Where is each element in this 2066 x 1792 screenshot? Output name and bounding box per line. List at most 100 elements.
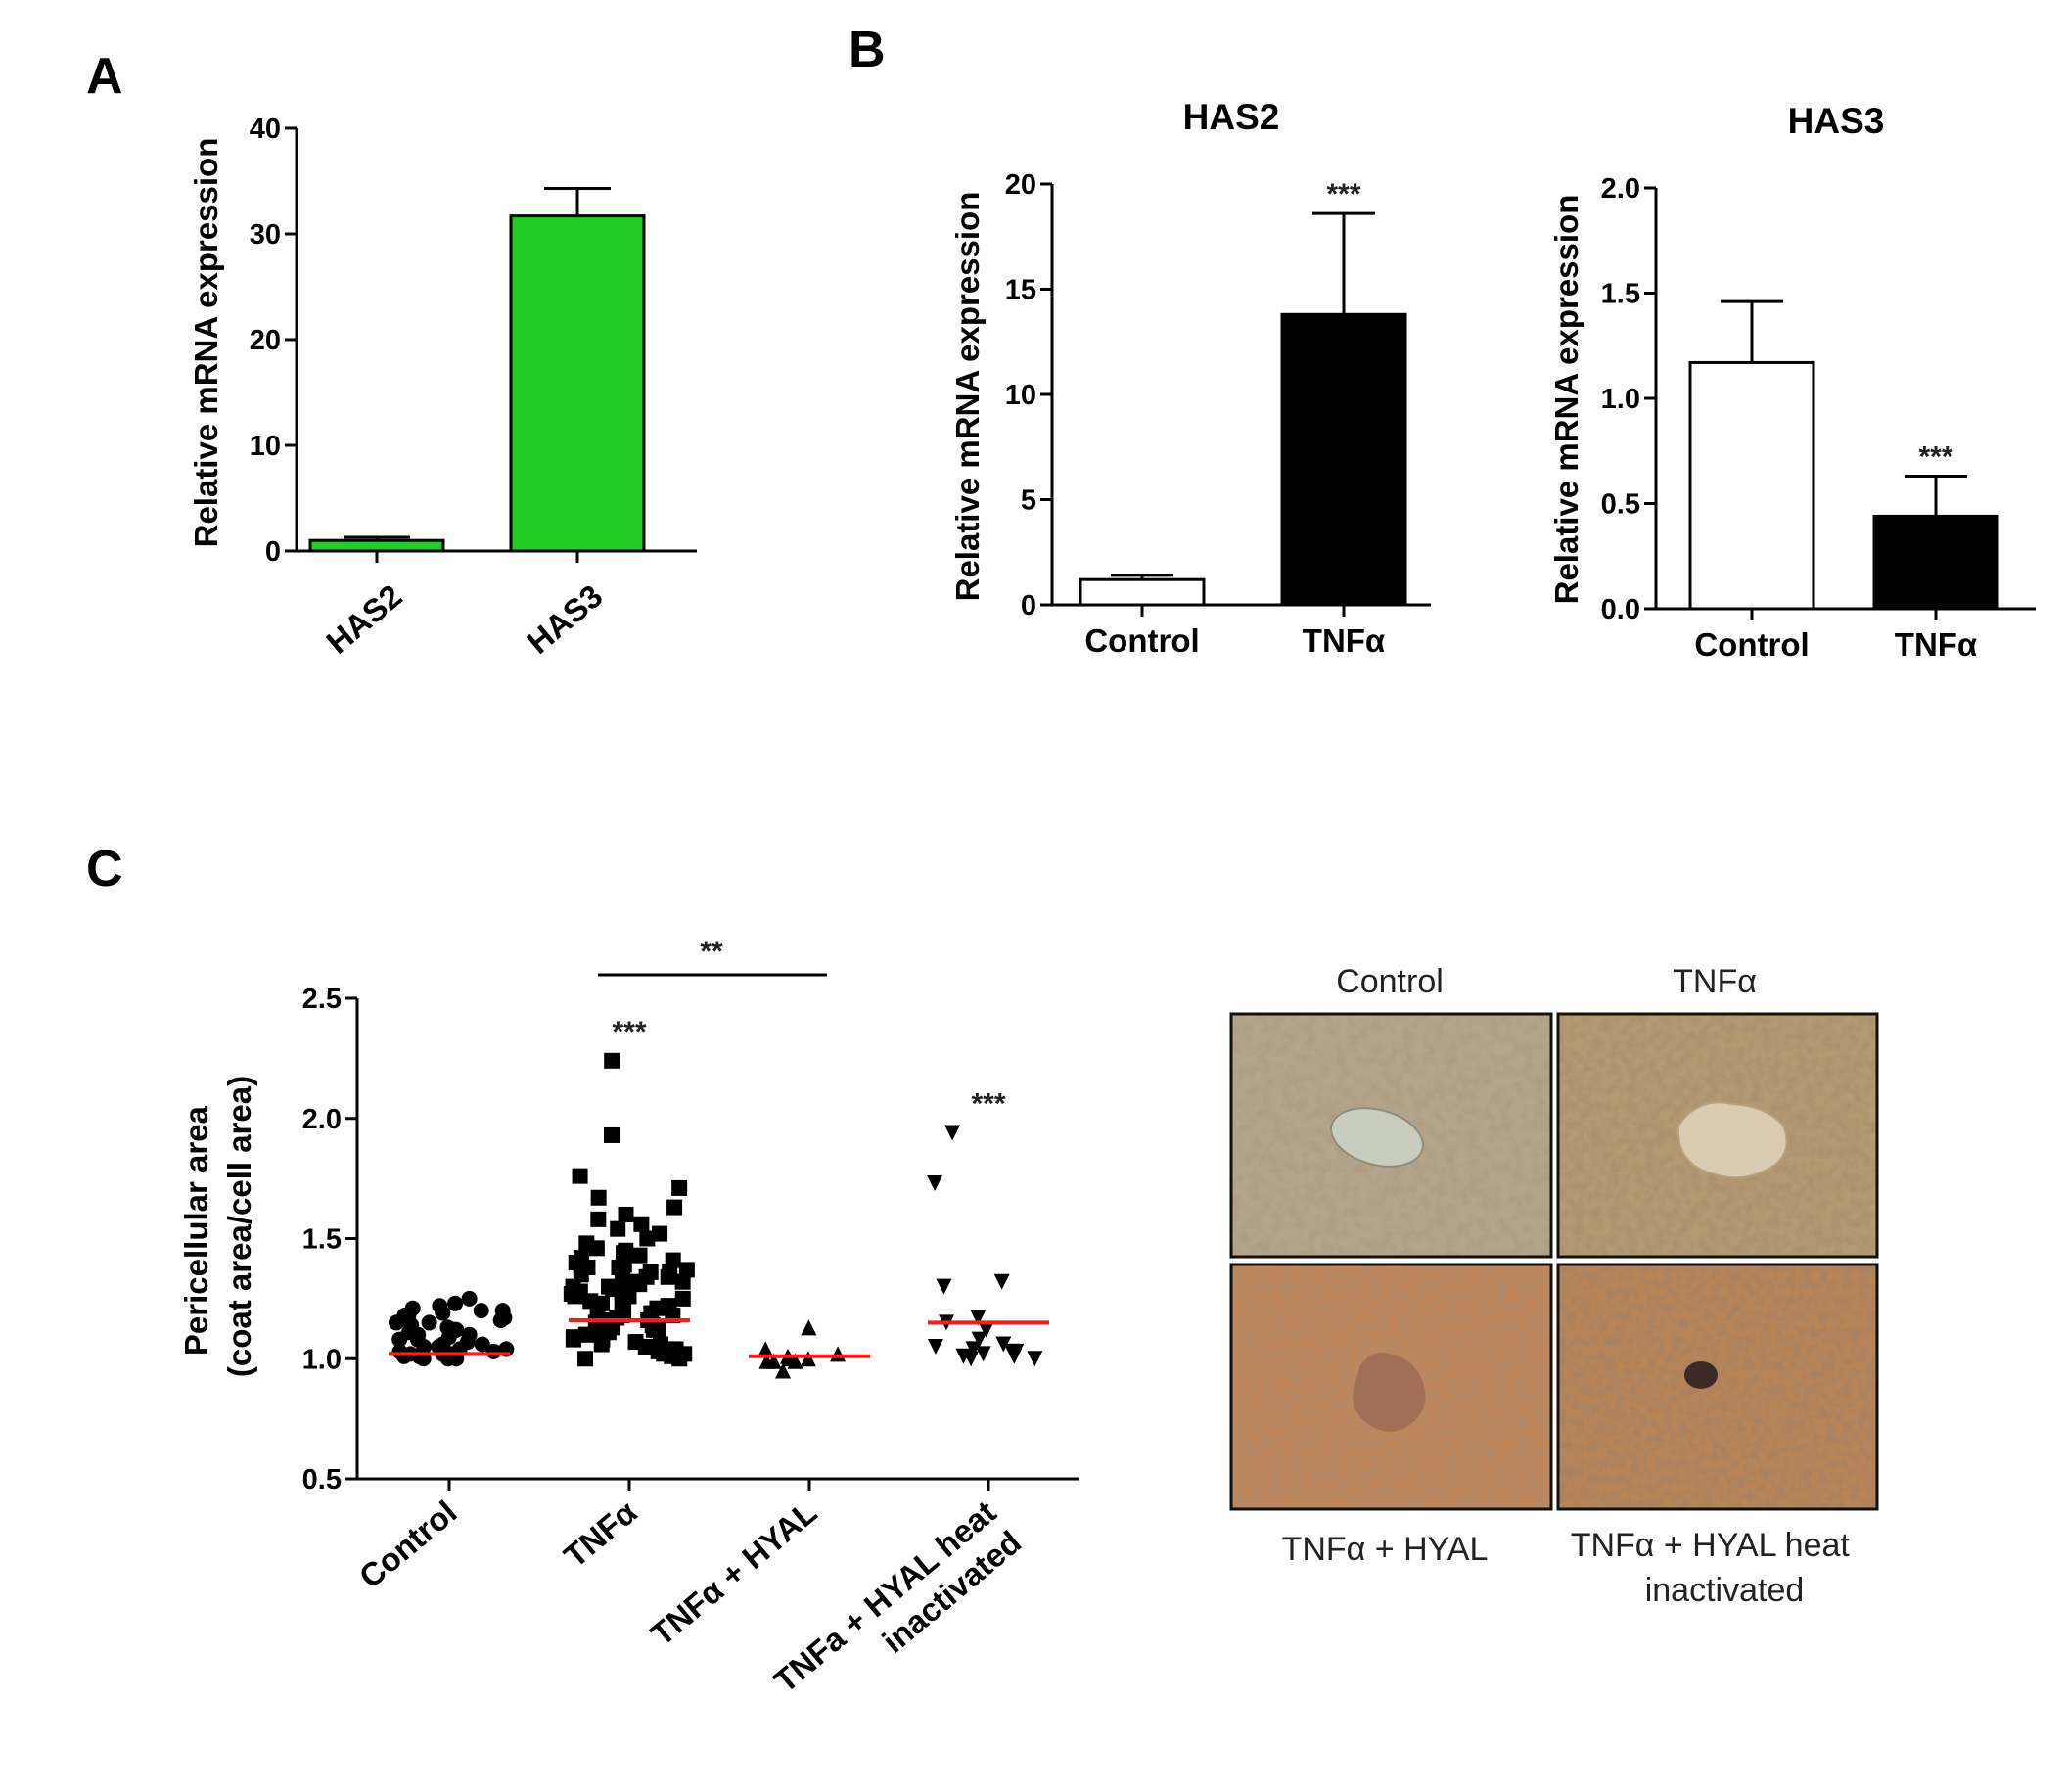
chart-c-point [775,1362,792,1379]
chart-c-point [993,1273,1010,1290]
chart-c-point [609,1310,625,1326]
chart-a-ytick-label: 0 [265,536,281,568]
chart-c-ytick-label: 2.0 [302,1104,342,1135]
chart-a-ylabel: Relative mRNA expression [188,138,224,548]
chart-b-has2-category-label: TNFα [1303,622,1385,659]
chart-c-category-label: TNFα + HYAL [644,1493,824,1653]
chart-c-point [618,1206,634,1222]
chart-c-point [781,1351,798,1367]
panel-letter-b: B [849,22,886,78]
chart-c-point [432,1298,448,1314]
chart-c-point [474,1336,490,1353]
chart-c-point [666,1199,683,1216]
chart-c-ylabel: Pericellular area (coat area/cell area) [178,1076,257,1377]
chart-c-point [674,1290,691,1307]
chart-a-ytick-label: 10 [250,431,281,462]
chart-c-point [627,1334,644,1351]
chart-b-has3-significance: *** [1918,441,1952,474]
chart-b-has3: HAS3 Relative mRNA expression 0.0 0.5 1.0 1… [1548,101,2036,663]
chart-c-point [494,1303,511,1319]
chart-c-category-label: TNFα [557,1493,643,1575]
chart-c-point [665,1252,681,1268]
chart-c-point [625,1273,642,1290]
chart-c-point [461,1290,478,1307]
chart-c-point [671,1179,688,1196]
chart-c-point [633,1216,650,1232]
chart-c-point [955,1348,972,1364]
chart-a-category-label: HAS3 [520,577,609,661]
chart-b-has2-ylabel: Relative mRNA expression [949,192,986,602]
chart-b-has3-category-label: TNFα [1895,626,1977,663]
micrograph-label-tnfa-hyal: TNFα + HYAL [1282,1531,1489,1568]
chart-c-point [936,1278,952,1295]
chart-a-bar-has2 [308,538,445,553]
chart-b-has2-category-label: Control [1084,622,1199,659]
chart-b-has2-bar-tnf [1280,312,1407,607]
chart-b-has3-ylabel: Relative mRNA expression [1548,195,1584,605]
chart-c-point [572,1168,588,1184]
micrograph-tnfa-hyal-heat-inactivated [1556,1263,1879,1511]
chart-c-point [616,1257,632,1273]
micrograph-grid: Control TNFα TNFα + HYAL TN [1229,963,1879,1609]
chart-c-category-label: Control [352,1493,464,1595]
chart-b-has2-ytick-label: 10 [1005,380,1036,411]
chart-c-point [593,1336,610,1353]
micrograph-label-control: Control [1336,963,1444,1000]
chart-c-point [975,1346,991,1362]
chart-c-point [409,1331,426,1348]
chart-c-point [400,1308,417,1324]
chart-b-has3-ytick-label: 2.0 [1601,173,1640,205]
chart-c-point [446,1321,463,1338]
chart-b-has3-bar-tnf [1872,514,1999,611]
micrograph-tnfa-hyal [1229,1263,1553,1511]
chart-c-point [800,1351,816,1367]
chart-c-point [971,1331,987,1348]
chart-a-has-expression: Relative mRNA expression 0 10 20 30 40 HAS2 HA… [188,114,697,661]
micrograph-label-heat-line2: inactivated [1645,1572,1805,1609]
chart-c-point [604,1052,620,1069]
chart-c-point [927,1338,943,1355]
chart-c-point [674,1273,691,1290]
chart-c-point [978,1321,994,1338]
chart-c-point [830,1346,847,1362]
chart-c-point [965,1341,982,1357]
chart-c-ylabel-line1: Pericellular area [178,1105,214,1355]
chart-b-has2: HAS2 Relative mRNA expression 0 5 10 15 20 **… [949,97,1431,659]
chart-c-point [678,1262,695,1278]
chart-b-has3-ytick-label: 0.5 [1601,489,1640,521]
chart-c-point [656,1346,672,1362]
micrograph-tnfa [1556,1012,1879,1259]
chart-c-point [565,1331,581,1348]
chart-b-has3-title: HAS3 [1788,101,1885,141]
chart-c-ytick-label: 1.0 [302,1344,342,1375]
chart-c-point [667,1341,684,1357]
chart-c-point [435,1336,451,1353]
chart-b-has2-ytick-label: 5 [1021,485,1036,517]
chart-c-point [1027,1351,1043,1367]
chart-b-has2-significance: *** [1326,178,1360,210]
chart-c-point [590,1189,607,1206]
chart-b-has3-ytick-label: 0.0 [1601,594,1640,625]
chart-b-has2-title: HAS2 [1183,97,1280,137]
chart-c-point [652,1225,668,1242]
chart-b-has3-ytick-label: 1.5 [1601,279,1640,310]
micrograph-label-tnfa: TNFα [1673,963,1757,1000]
panel-letter-c: C [86,841,123,897]
micrograph-label-heat-line1: TNFα + HYAL heat [1571,1527,1851,1564]
chart-c-ytick-label: 1.5 [302,1224,342,1256]
chart-c-point [473,1303,489,1319]
chart-a-ytick-label: 20 [250,325,281,356]
chart-c-point [610,1220,626,1237]
chart-b-has2-ytick-label: 0 [1021,590,1036,621]
chart-c-point [631,1247,648,1264]
chart-c-point [447,1295,464,1311]
chart-c-point [758,1341,774,1357]
chart-c-point [580,1326,597,1343]
micrograph-label-tnfa-hyal-heat: TNFα + HYAL heat inactivated [1571,1527,1859,1609]
chart-c-ytick-label: 0.5 [302,1464,342,1495]
chart-b-has2-ytick-label: 20 [1005,169,1036,201]
chart-c-point [765,1353,782,1369]
chart-c-point [995,1336,1012,1353]
chart-a-ytick-label: 40 [250,114,281,145]
